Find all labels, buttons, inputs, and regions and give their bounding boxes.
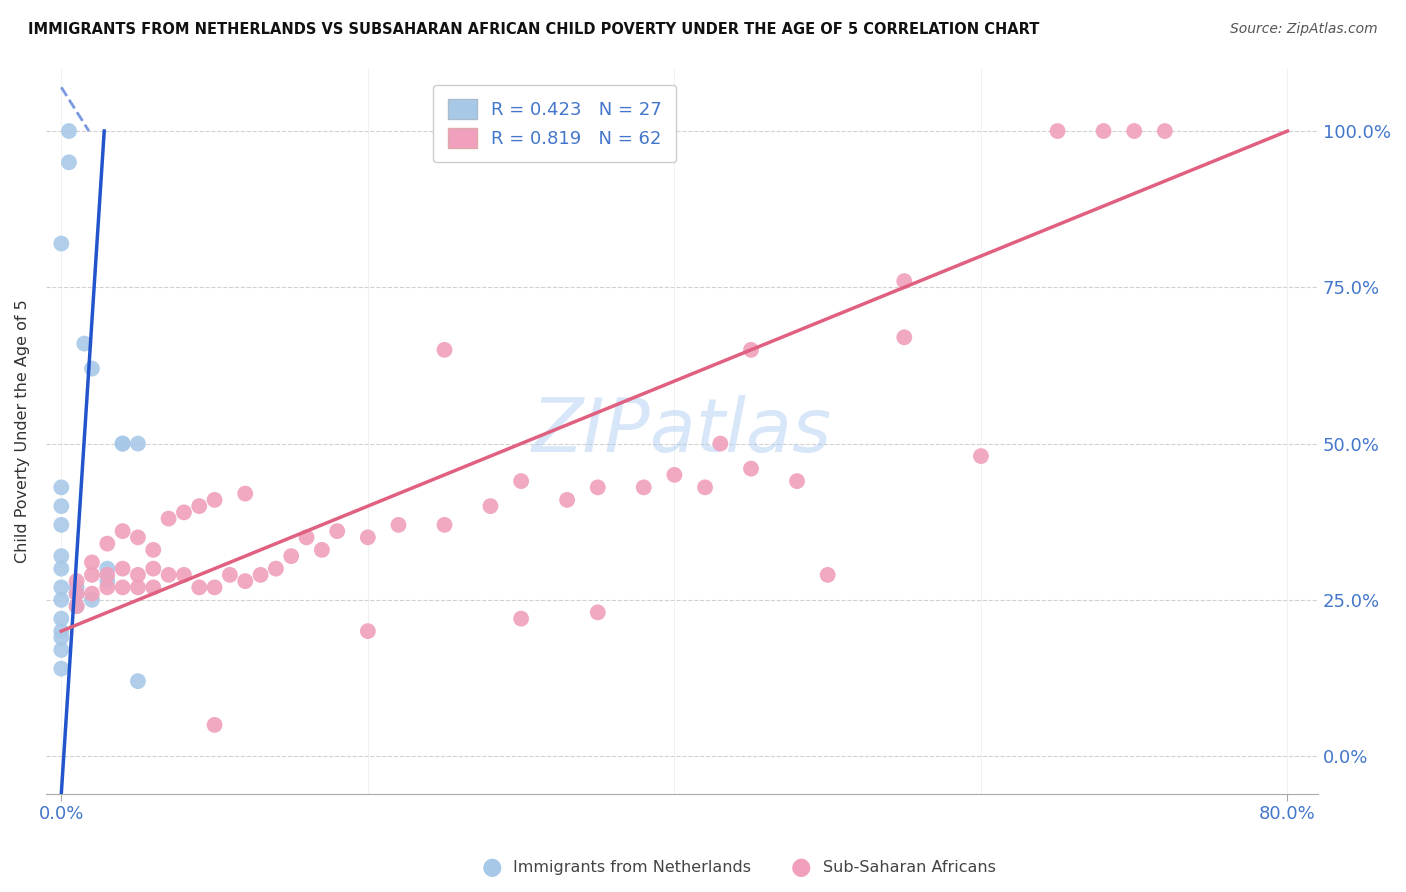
Point <box>96 561 118 575</box>
Point <box>51 517 73 532</box>
Point <box>786 474 808 488</box>
Point <box>387 517 409 532</box>
Point <box>433 517 456 532</box>
Point <box>80 593 103 607</box>
Point <box>51 643 73 657</box>
Point <box>127 580 149 594</box>
Point <box>111 524 134 538</box>
Point <box>204 718 226 732</box>
Point <box>893 274 915 288</box>
Point <box>142 580 165 594</box>
Point <box>740 461 762 475</box>
Text: ZIPatlas: ZIPatlas <box>531 395 832 467</box>
Point <box>326 524 349 538</box>
Point <box>188 499 211 513</box>
Point <box>58 155 80 169</box>
Point <box>555 492 578 507</box>
Point <box>357 624 380 639</box>
Text: Sub-Saharan Africans: Sub-Saharan Africans <box>823 860 995 874</box>
Point <box>127 674 149 689</box>
Point <box>280 549 302 563</box>
Point <box>51 631 73 645</box>
Point <box>51 662 73 676</box>
Point <box>157 567 180 582</box>
Point <box>510 612 533 626</box>
Point <box>740 343 762 357</box>
Text: ●: ● <box>792 855 811 879</box>
Point <box>51 593 73 607</box>
Legend: R = 0.423   N = 27, R = 0.819   N = 62: R = 0.423 N = 27, R = 0.819 N = 62 <box>433 85 676 162</box>
Point <box>65 587 87 601</box>
Y-axis label: Child Poverty Under the Age of 5: Child Poverty Under the Age of 5 <box>15 299 30 563</box>
Point <box>51 561 73 575</box>
Point <box>433 343 456 357</box>
Point <box>479 499 502 513</box>
Point <box>817 567 839 582</box>
Point <box>127 530 149 544</box>
Point <box>73 336 96 351</box>
Point <box>586 606 609 620</box>
Point <box>693 480 716 494</box>
Point <box>65 580 87 594</box>
Text: IMMIGRANTS FROM NETHERLANDS VS SUBSAHARAN AFRICAN CHILD POVERTY UNDER THE AGE OF: IMMIGRANTS FROM NETHERLANDS VS SUBSAHARA… <box>28 22 1039 37</box>
Point <box>80 555 103 569</box>
Point <box>586 480 609 494</box>
Point <box>51 612 73 626</box>
Point <box>96 580 118 594</box>
Point <box>204 580 226 594</box>
Point <box>219 567 242 582</box>
Point <box>510 474 533 488</box>
Point <box>1092 124 1115 138</box>
Point <box>111 561 134 575</box>
Point <box>96 567 118 582</box>
Point <box>65 574 87 588</box>
Point <box>142 542 165 557</box>
Point <box>58 124 80 138</box>
Point <box>709 436 731 450</box>
Point <box>111 436 134 450</box>
Point <box>970 449 993 463</box>
Point <box>80 361 103 376</box>
Point <box>127 436 149 450</box>
Point <box>51 624 73 639</box>
Point <box>111 580 134 594</box>
Point <box>80 587 103 601</box>
Point <box>357 530 380 544</box>
Point <box>204 492 226 507</box>
Text: Immigrants from Netherlands: Immigrants from Netherlands <box>513 860 751 874</box>
Point <box>111 436 134 450</box>
Point <box>1046 124 1069 138</box>
Point <box>633 480 655 494</box>
Point <box>142 561 165 575</box>
Point <box>51 499 73 513</box>
Text: Source: ZipAtlas.com: Source: ZipAtlas.com <box>1230 22 1378 37</box>
Point <box>295 530 318 544</box>
Point <box>173 567 195 582</box>
Point <box>893 330 915 344</box>
Point <box>233 486 256 500</box>
Point <box>51 580 73 594</box>
Point <box>96 536 118 550</box>
Point <box>80 567 103 582</box>
Text: ●: ● <box>482 855 502 879</box>
Point <box>188 580 211 594</box>
Point <box>51 480 73 494</box>
Point <box>51 549 73 563</box>
Point <box>173 505 195 519</box>
Point <box>664 467 686 482</box>
Point <box>1153 124 1175 138</box>
Point <box>96 574 118 588</box>
Point <box>157 511 180 525</box>
Point <box>249 567 271 582</box>
Point <box>127 567 149 582</box>
Point <box>65 599 87 614</box>
Point <box>51 236 73 251</box>
Point <box>233 574 256 588</box>
Point <box>311 542 333 557</box>
Point <box>1123 124 1146 138</box>
Point <box>65 599 87 614</box>
Point <box>65 587 87 601</box>
Point <box>264 561 287 575</box>
